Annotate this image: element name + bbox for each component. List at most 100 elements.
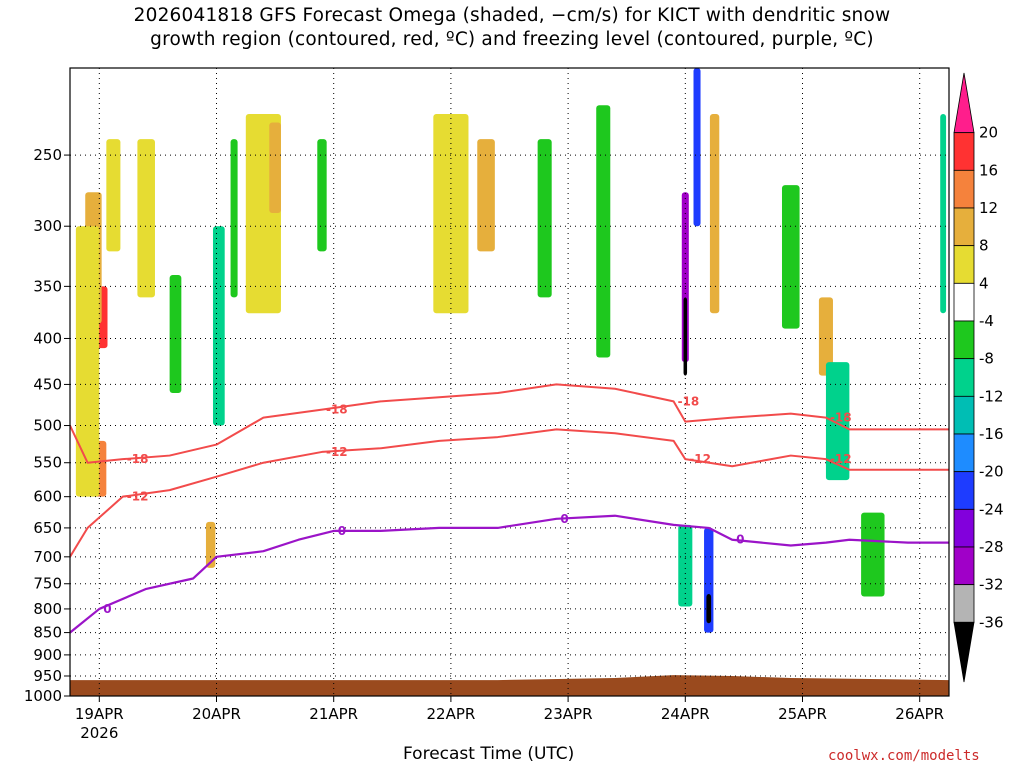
y-tick-label: 300: [33, 217, 62, 235]
freezing-level-contour-label: 0: [338, 524, 346, 538]
contour-lines: -12 -12 -12 -12 -18 -18 -18 -18 0 0 0 0: [70, 383, 949, 634]
colorbar-segment: [953, 207, 975, 247]
omega-cell: [706, 594, 712, 624]
colorbar-segment: [953, 433, 975, 473]
omega-cell: [477, 139, 495, 252]
y-axis: 250 300 350 400 450 500 550 600 650 700 750 800 850 9…: [24, 146, 70, 705]
chart-grid: [70, 68, 949, 697]
x-year-label: 2026: [80, 724, 118, 742]
x-tick-label: 20APR: [192, 705, 241, 723]
dgz-minus12-contour-label: -12: [830, 452, 852, 466]
plot-frame: [69, 67, 950, 697]
colorbar-segment: [953, 245, 975, 284]
x-tick-label: 26APR: [895, 705, 944, 723]
colorbar-segment: [953, 169, 975, 209]
y-tick-label: 350: [33, 277, 62, 295]
colorbar-label: -12: [979, 387, 1004, 405]
y-tick-label: 400: [33, 329, 62, 347]
omega-shading: [75, 68, 947, 633]
omega-cell: [75, 226, 100, 497]
colorbar-segment: [953, 584, 975, 623]
colorbar-segment: [953, 132, 975, 171]
omega-cell: [861, 512, 885, 597]
credit-link[interactable]: coolwx.com/modelts: [828, 748, 980, 764]
chart-title-line-2: growth region (contoured, red, ºC) and f…: [150, 29, 874, 50]
colorbar-segment: [953, 621, 975, 683]
freezing-level-contour: [70, 514, 949, 634]
dgz-minus18-contour-label: -18: [678, 394, 700, 408]
colorbar-label: 16: [979, 161, 998, 179]
dgz-minus18-contour-label: -18: [127, 452, 149, 466]
dgz-minus18-contour-label: -18: [830, 411, 852, 425]
colorbar-label: -28: [979, 538, 1004, 556]
dgz-minus12-contour: [70, 428, 949, 558]
freezing-level-contour-label: 0: [736, 533, 744, 547]
omega-cell: [269, 122, 281, 213]
colorbar-segment: [953, 320, 975, 360]
y-tick-label: 700: [33, 548, 62, 566]
omega-cell: [537, 139, 552, 298]
colorbar-segment: [953, 282, 975, 322]
colorbar-label: -8: [979, 350, 994, 368]
dgz-minus12-contour-label: -12: [689, 452, 711, 466]
x-tick-label: 21APR: [309, 705, 358, 723]
colorbar-label: 4: [979, 274, 989, 292]
colorbar-label: -4: [979, 312, 994, 330]
dgz-minus12-contour-label: -12: [127, 490, 149, 504]
omega-cell: [169, 275, 182, 393]
omega-cell: [940, 113, 947, 314]
omega-cell: [106, 139, 121, 252]
colorbar-segment: [953, 471, 975, 510]
y-tick-label: 800: [33, 600, 62, 618]
omega-cell: [683, 297, 688, 376]
y-tick-label: 650: [33, 519, 62, 537]
colorbar-label: -36: [979, 613, 1004, 631]
omega-cell: [205, 521, 216, 568]
dgz-minus18-contour: [70, 383, 949, 464]
omega-cell: [781, 185, 800, 329]
omega-cell: [212, 226, 225, 426]
y-tick-label: 850: [33, 624, 62, 642]
colorbar-label: -24: [979, 500, 1004, 518]
x-axis: 19APR 20APR 21APR 22APR 23APR 24APR 25APR 26APR…: [75, 696, 944, 742]
y-tick-label: 750: [33, 575, 62, 593]
freezing-level-contour-label: 0: [560, 512, 568, 526]
colorbar-label: -16: [979, 425, 1004, 443]
dgz-minus18-contour-label: -18: [326, 403, 348, 417]
colorbar-segment: [953, 546, 975, 586]
colorbar-label: -20: [979, 463, 1004, 481]
colorbar-label: 12: [979, 199, 998, 217]
y-tick-label: 1000: [24, 687, 62, 705]
omega-cell: [825, 362, 850, 481]
omega-cell: [678, 524, 693, 607]
colorbar-segment: [953, 508, 975, 548]
y-tick-label: 950: [33, 667, 62, 685]
colorbar: 20 16 12 8 4 -4 -8 -12 -16 -20 -24 -28 -32 -36: [953, 72, 1004, 683]
freezing-level-contour-label: 0: [103, 602, 111, 616]
x-tick-label: 24APR: [661, 705, 710, 723]
ground-surface: [70, 675, 949, 696]
omega-cell: [693, 68, 701, 227]
y-tick-label: 500: [33, 417, 62, 435]
y-tick-label: 900: [33, 646, 62, 664]
x-tick-label: 23APR: [544, 705, 593, 723]
x-tick-label: 22APR: [426, 705, 475, 723]
colorbar-segment: [953, 358, 975, 397]
x-axis-label: Forecast Time (UTC): [403, 744, 575, 764]
omega-cell: [709, 113, 720, 314]
colorbar-label: -32: [979, 576, 1004, 594]
y-tick-label: 450: [33, 375, 62, 393]
omega-cell: [137, 139, 155, 298]
y-tick-label: 550: [33, 454, 62, 472]
y-tick-label: 250: [33, 146, 62, 164]
colorbar-label: 8: [979, 237, 989, 255]
omega-cell: [818, 297, 833, 376]
colorbar-label: 20: [979, 124, 998, 142]
omega-cell: [596, 105, 611, 358]
omega-cell: [317, 139, 327, 252]
terrain: [70, 675, 949, 696]
x-tick-label: 25APR: [778, 705, 827, 723]
dgz-minus12-contour-label: -12: [326, 445, 348, 459]
colorbar-segment: [953, 395, 975, 435]
